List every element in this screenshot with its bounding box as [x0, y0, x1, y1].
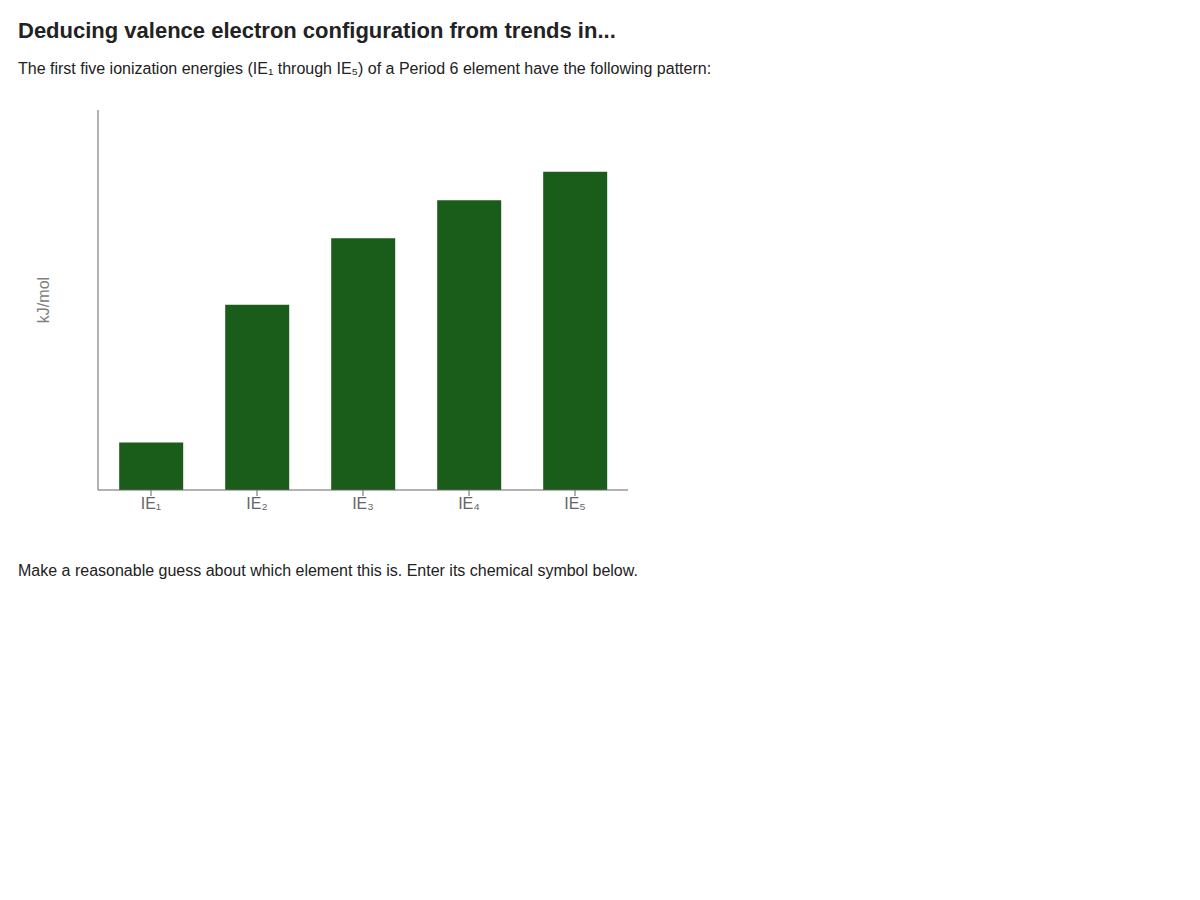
svg-text:IE₅: IE₅ — [564, 495, 586, 512]
svg-text:kJ/mol: kJ/mol — [35, 277, 52, 323]
svg-text:IE₁: IE₁ — [141, 495, 162, 512]
html-text:Deducing valence electron conf: Deducing valence electron configuration … — [18, 18, 616, 43]
svg-text:IE₄: IE₄ — [458, 495, 480, 512]
html-text:The first five ionization ener: The first five ionization energies (IE₁ … — [18, 60, 712, 77]
svg-text:IE₂: IE₂ — [246, 495, 267, 512]
html-text:Make a reasonable guess about: Make a reasonable guess about which elem… — [18, 562, 638, 579]
svg-text:IE₃: IE₃ — [352, 495, 374, 512]
